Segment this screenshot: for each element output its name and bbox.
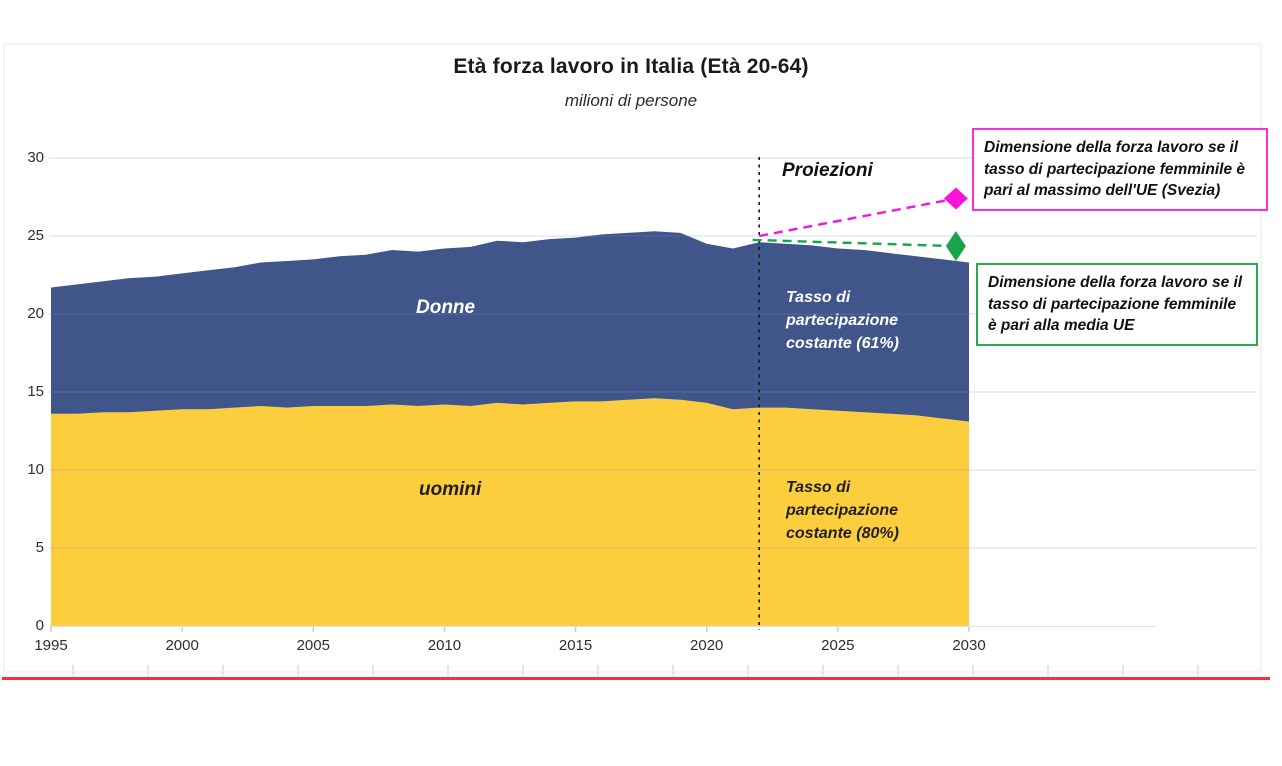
ruler-tick (1197, 665, 1199, 675)
series-label-donne: Donne (416, 297, 476, 318)
scenario-line (758, 197, 957, 238)
y-tick-label: 20 (27, 305, 44, 322)
diamond-marker (943, 187, 968, 210)
ruler-tick (1047, 665, 1049, 675)
x-tick-label: 2020 (690, 637, 724, 654)
ruler-tick (597, 665, 599, 675)
x-tick-label: 2000 (165, 637, 199, 654)
x-tick-label: 2030 (952, 637, 986, 654)
y-tick-label: 0 (35, 617, 44, 634)
red-underline (2, 677, 1270, 680)
x-tick-label: 2015 (558, 637, 593, 654)
ruler-tick (822, 665, 824, 675)
x-tick-label: 1995 (34, 637, 68, 654)
area-donne (51, 231, 969, 422)
projections-label: Proiezioni (782, 160, 873, 181)
scenario-line (752, 238, 956, 248)
ruler-tick (222, 665, 224, 675)
y-tick-label: 15 (27, 383, 44, 400)
ruler-tick (972, 665, 974, 675)
x-tick-label: 2005 (296, 637, 330, 654)
x-tick-label: 2025 (821, 637, 855, 654)
scenario-label-tasso-80: Tasso di partecipazione costante (80%) (786, 479, 899, 543)
y-tick-label: 30 (27, 149, 44, 166)
x-tick-label: 2010 (427, 637, 462, 654)
annotation-box-media-ue: Dimensione della forza lavoro se il tass… (976, 263, 1258, 347)
ruler-tick (747, 665, 749, 675)
ruler-tick (1122, 665, 1124, 675)
series-label-uomini: uomini (419, 479, 482, 500)
ruler-tick (897, 665, 899, 675)
ruler-tick (72, 665, 74, 675)
chart-title: Età forza lavoro in Italia (Età 20-64) (453, 55, 809, 78)
ruler-tick (147, 665, 149, 675)
chart-subtitle: milioni di persone (564, 91, 698, 110)
ruler-tick (672, 665, 674, 675)
area-uomini (51, 398, 969, 626)
y-tick-label: 5 (35, 539, 44, 556)
diamond-marker (945, 231, 966, 262)
scenario-label-tasso-61: Tasso di partecipazione costante (61%) (786, 289, 899, 353)
ruler-tick (297, 665, 299, 675)
ruler-tick (447, 665, 449, 675)
y-tick-label: 10 (27, 461, 44, 478)
ruler-tick (372, 665, 374, 675)
annotation-box-massimo-ue: Dimensione della forza lavoro se il tass… (972, 128, 1268, 212)
y-tick-label: 25 (27, 227, 44, 244)
ruler-tick (522, 665, 524, 675)
